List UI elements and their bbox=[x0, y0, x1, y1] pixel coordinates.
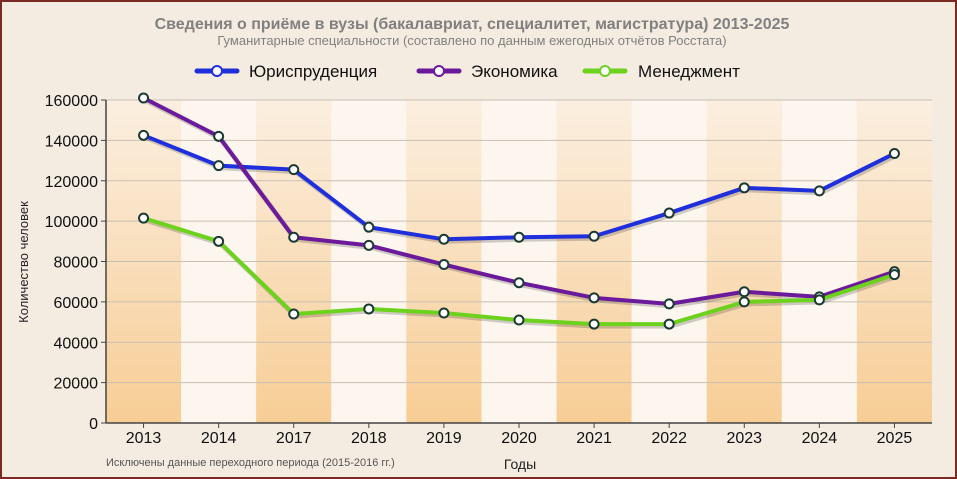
data-point-1 bbox=[139, 93, 148, 102]
data-point-0 bbox=[815, 186, 824, 195]
x-tick-label: 2017 bbox=[276, 430, 312, 447]
data-point-2 bbox=[214, 237, 223, 246]
chart-title: Сведения о приёме в вузы (бакалавриат, с… bbox=[155, 16, 790, 33]
data-point-2 bbox=[890, 270, 899, 279]
data-point-2 bbox=[665, 320, 674, 329]
data-point-1 bbox=[590, 293, 599, 302]
y-tick-label: 60000 bbox=[54, 295, 99, 312]
y-axis-title: Количество человек bbox=[16, 201, 31, 323]
legend-item-1: Экономика bbox=[419, 62, 558, 81]
legend-label-2: Менеджмент bbox=[638, 62, 740, 81]
data-point-1 bbox=[665, 299, 674, 308]
x-tick-label: 2019 bbox=[426, 430, 462, 447]
data-point-0 bbox=[665, 209, 674, 218]
legend: Юриспруденция Экономика Менеджмент bbox=[197, 62, 740, 81]
y-tick-label: 120000 bbox=[45, 174, 98, 191]
data-point-1 bbox=[214, 132, 223, 141]
data-point-0 bbox=[590, 232, 599, 241]
legend-item-2: Менеджмент bbox=[585, 62, 740, 81]
legend-marker-0 bbox=[212, 66, 222, 76]
y-tick-label: 160000 bbox=[45, 93, 98, 110]
legend-item-0: Юриспруденция bbox=[197, 62, 377, 81]
data-point-2 bbox=[740, 297, 749, 306]
legend-marker-1 bbox=[434, 66, 444, 76]
x-tick-label: 2022 bbox=[651, 430, 687, 447]
legend-label-1: Экономика bbox=[471, 62, 558, 81]
footnote: Исключены данные переходного периода (20… bbox=[106, 457, 395, 469]
y-tick-label: 100000 bbox=[45, 214, 98, 231]
y-tick-label: 140000 bbox=[45, 133, 98, 150]
x-tick-label: 2021 bbox=[576, 430, 612, 447]
data-point-0 bbox=[740, 183, 749, 192]
data-point-0 bbox=[890, 149, 899, 158]
data-point-1 bbox=[289, 233, 298, 242]
x-tick-label: 2018 bbox=[351, 430, 387, 447]
y-tick-label: 40000 bbox=[54, 335, 99, 352]
x-tick-label: 2025 bbox=[877, 430, 913, 447]
data-point-2 bbox=[515, 316, 524, 325]
data-point-2 bbox=[289, 309, 298, 318]
data-point-2 bbox=[590, 320, 599, 329]
y-tick-labels: 0 20000 40000 60000 80000 100000 120000 140000 1… bbox=[45, 93, 106, 433]
data-point-1 bbox=[515, 278, 524, 287]
y-tick-label: 20000 bbox=[54, 376, 99, 393]
y-tick-label: 80000 bbox=[54, 255, 99, 272]
data-point-0 bbox=[364, 223, 373, 232]
x-tick-labels: 2013 2014 2017 2018 2019 2020 2021 2022 2023 2024… bbox=[126, 423, 913, 447]
legend-label-0: Юриспруденция bbox=[249, 62, 377, 81]
x-tick-label: 2013 bbox=[126, 430, 162, 447]
data-point-0 bbox=[214, 161, 223, 170]
chart-subtitle: Гуманитарные специальности (составлено п… bbox=[217, 33, 726, 48]
data-point-1 bbox=[364, 241, 373, 250]
data-point-2 bbox=[439, 308, 448, 317]
x-axis-title: Годы bbox=[504, 456, 536, 472]
x-tick-label: 2023 bbox=[726, 430, 762, 447]
x-tick-label: 2024 bbox=[802, 430, 838, 447]
data-point-1 bbox=[439, 260, 448, 269]
data-point-2 bbox=[364, 304, 373, 313]
data-point-1 bbox=[740, 287, 749, 296]
x-tick-label: 2020 bbox=[501, 430, 537, 447]
data-point-0 bbox=[289, 165, 298, 174]
y-tick-label: 0 bbox=[89, 416, 98, 433]
data-point-0 bbox=[439, 235, 448, 244]
data-point-0 bbox=[139, 131, 148, 140]
x-tick-label: 2014 bbox=[201, 430, 237, 447]
data-point-2 bbox=[139, 214, 148, 223]
data-point-2 bbox=[815, 295, 824, 304]
legend-marker-2 bbox=[600, 66, 610, 76]
data-point-0 bbox=[515, 233, 524, 242]
